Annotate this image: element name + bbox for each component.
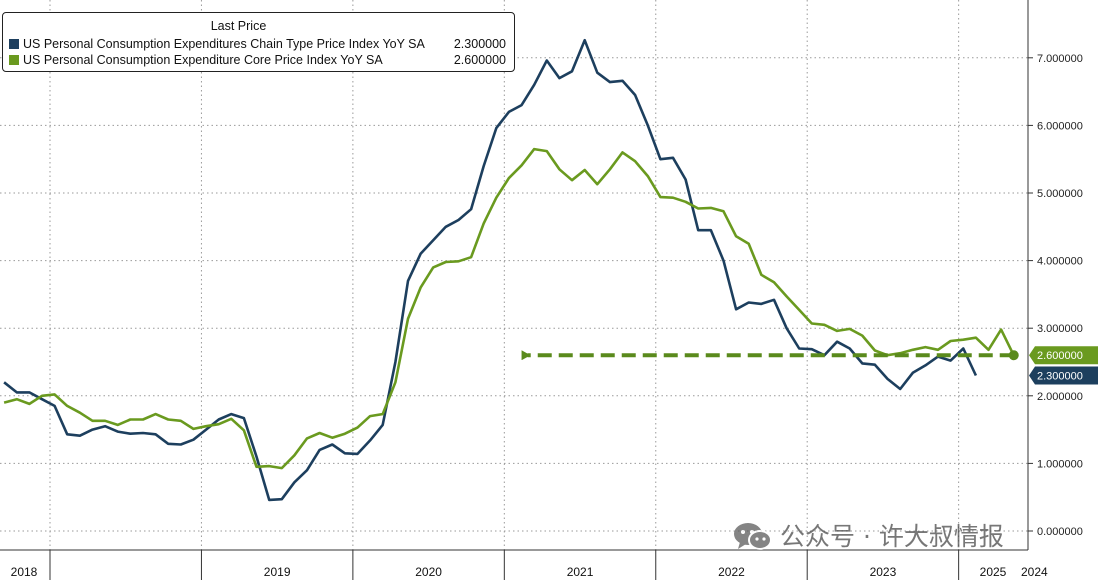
series-line-pce xyxy=(3,38,978,502)
legend: Last Price US Personal Consumption Expen… xyxy=(2,12,515,72)
annotation-layer: 2.600000 2.300000 xyxy=(521,346,1098,385)
x-tick-label: 2024 xyxy=(1021,565,1048,579)
x-tick-label: 2022 xyxy=(718,565,745,579)
x-tick-label: 2025 xyxy=(980,565,1007,579)
y-tick-label: 3.000000 xyxy=(1037,323,1083,335)
legend-title: Last Price xyxy=(210,19,267,33)
last-value-tag-pce: 2.300000 xyxy=(1029,366,1098,385)
x-tick-label: 2019 xyxy=(264,565,291,579)
y-tick-label: 7.000000 xyxy=(1037,53,1083,65)
legend-value-pce: 2.300000 xyxy=(453,37,506,51)
last-value-tag-pce-text: 2.300000 xyxy=(1037,371,1083,383)
legend-swatch-pce xyxy=(9,39,19,49)
y-tick-label: 5.000000 xyxy=(1037,188,1083,200)
y-tick-label: 4.000000 xyxy=(1037,256,1083,268)
x-tick-label: 2023 xyxy=(870,565,897,579)
x-tick-label: 2018 xyxy=(11,565,38,579)
watermark-text: 公众号 · 许大叔情报 xyxy=(780,522,1004,551)
y-tick-label: 0.000000 xyxy=(1037,526,1083,538)
y-tick-label: 1.000000 xyxy=(1037,458,1083,470)
x-tick-label: 2020 xyxy=(415,565,442,579)
legend-value-core-pce: 2.600000 xyxy=(453,53,506,67)
series-line-core-pce xyxy=(3,147,1015,470)
last-value-tag-core-pce: 2.600000 xyxy=(1029,346,1098,365)
x-tick-label: 2021 xyxy=(567,565,594,579)
y-tick-label: 2.000000 xyxy=(1037,391,1083,403)
series-lines xyxy=(3,38,1015,502)
annotation-end-dot xyxy=(1008,350,1019,361)
legend-swatch-core-pce xyxy=(9,55,19,65)
legend-label-pce: US Personal Consumption Expenditures Cha… xyxy=(23,37,425,51)
wechat-icon xyxy=(734,523,772,550)
legend-label-core-pce: US Personal Consumption Expenditure Core… xyxy=(23,53,383,67)
last-value-tag-core-pce-text: 2.600000 xyxy=(1037,350,1083,362)
last-value-tag-core-pce-bg xyxy=(1029,346,1098,365)
y-tick-label: 6.000000 xyxy=(1037,120,1083,132)
legend-item-pce: US Personal Consumption Expenditures Cha… xyxy=(9,36,506,52)
legend-item-core-pce: US Personal Consumption Expenditure Core… xyxy=(9,52,506,68)
last-value-tag-pce-bg xyxy=(1029,366,1098,385)
gridlines xyxy=(0,0,1028,550)
